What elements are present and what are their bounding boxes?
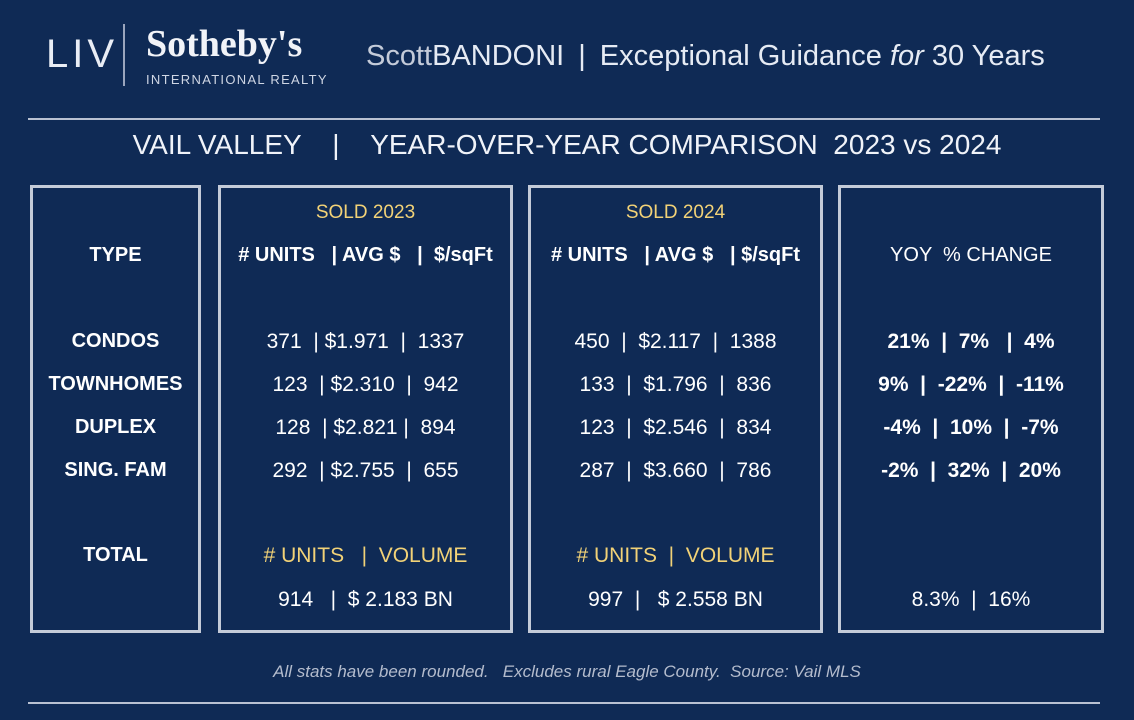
sold-2024-columns: # UNITS | AVG $ | $/sqFt	[550, 244, 800, 266]
brand-name: Sotheby's	[146, 23, 303, 65]
sold-2024-row-townhomes: 133 | $1.796 | 836	[579, 373, 772, 396]
yoy-row-duplex: -4% | 10% | -7%	[883, 416, 1059, 439]
yoy-header: YOY % CHANGE	[841, 244, 1101, 267]
sold-2023-row-townhomes: 123 | $2.310 | 942	[272, 373, 459, 396]
yoy-total-value: 8.3% | 16%	[911, 588, 1031, 611]
brand-subtitle: INTERNATIONAL REALTY	[146, 72, 328, 87]
sold-2023-panel: SOLD 2023 # UNITS | AVG $ | $/sqFt 371 |…	[218, 185, 513, 633]
brand-divider	[123, 24, 125, 86]
brand-liv: LIV	[46, 32, 119, 76]
sold-2024-row-duplex: 123 | $2.546 | 834	[579, 416, 772, 439]
sold-2023-total-value: 914 | $ 2.183 BN	[278, 588, 453, 611]
sold-2023-row-single-family: 292 | $2.755 | 655	[272, 459, 459, 482]
tagline-text-after: 30 Years	[923, 40, 1045, 72]
type-row-single-family: SING. FAM	[64, 459, 167, 481]
yoy-row-single-family: -2% | 32% | 20%	[881, 459, 1061, 482]
bottom-divider	[28, 702, 1100, 704]
agent-first-name: Scott	[366, 40, 433, 72]
sold-2023-total-header: # UNITS | VOLUME	[263, 544, 468, 567]
sold-2023-row-condos: 371 | $1.971 | 1337	[266, 330, 465, 353]
sold-2023-columns: # UNITS | AVG $ | $/sqFt	[238, 244, 493, 266]
sold-2024-row-condos: 450 | $2.117 | 1388	[574, 330, 777, 353]
agent-tagline: ScottBANDONI | Exceptional Guidance for 30…	[366, 40, 1045, 73]
type-row-condos: CONDOS	[71, 330, 160, 352]
type-total-label: TOTAL	[83, 544, 148, 566]
sold-2024-total-value: 997 | $ 2.558 BN	[588, 588, 763, 611]
top-divider	[28, 118, 1100, 120]
sold-2023-row-duplex: 128 | $2.821 | 894	[275, 416, 456, 439]
type-panel: TYPE CONDOS TOWNHOMES DUPLEX SING. FAM T…	[30, 185, 201, 633]
sold-2024-panel: SOLD 2024 # UNITS | AVG $ | $/sqFt 450 |…	[528, 185, 823, 633]
tagline-text-italic: for	[889, 40, 924, 72]
page-subtitle: VAIL VALLEY | YEAR-OVER-YEAR COMPARISON …	[132, 129, 1002, 160]
sold-2023-title: SOLD 2023	[315, 202, 416, 223]
yoy-row-condos: 21% | 7% | 4%	[887, 330, 1055, 353]
sold-2024-title: SOLD 2024	[625, 202, 726, 223]
type-row-townhomes: TOWNHOMES	[48, 373, 183, 395]
sold-2024-total-header: # UNITS | VOLUME	[576, 544, 775, 567]
agent-last-name: BANDONI	[432, 40, 565, 72]
footnote: All stats have been rounded. Excludes ru…	[273, 662, 861, 681]
yoy-header-text: YOY % CHANGE	[890, 244, 1052, 266]
tagline-separator: |	[578, 40, 586, 72]
tagline-text-before: Exceptional Guidance	[599, 40, 890, 72]
yoy-panel: YOY % CHANGE 21% | 7% | 4% 9% | -22% | -…	[838, 185, 1104, 633]
type-header: TYPE	[89, 244, 142, 266]
sold-2024-row-single-family: 287 | $3.660 | 786	[579, 459, 772, 482]
type-row-duplex: DUPLEX	[74, 416, 157, 438]
yoy-row-townhomes: 9% | -22% | -11%	[878, 373, 1064, 396]
